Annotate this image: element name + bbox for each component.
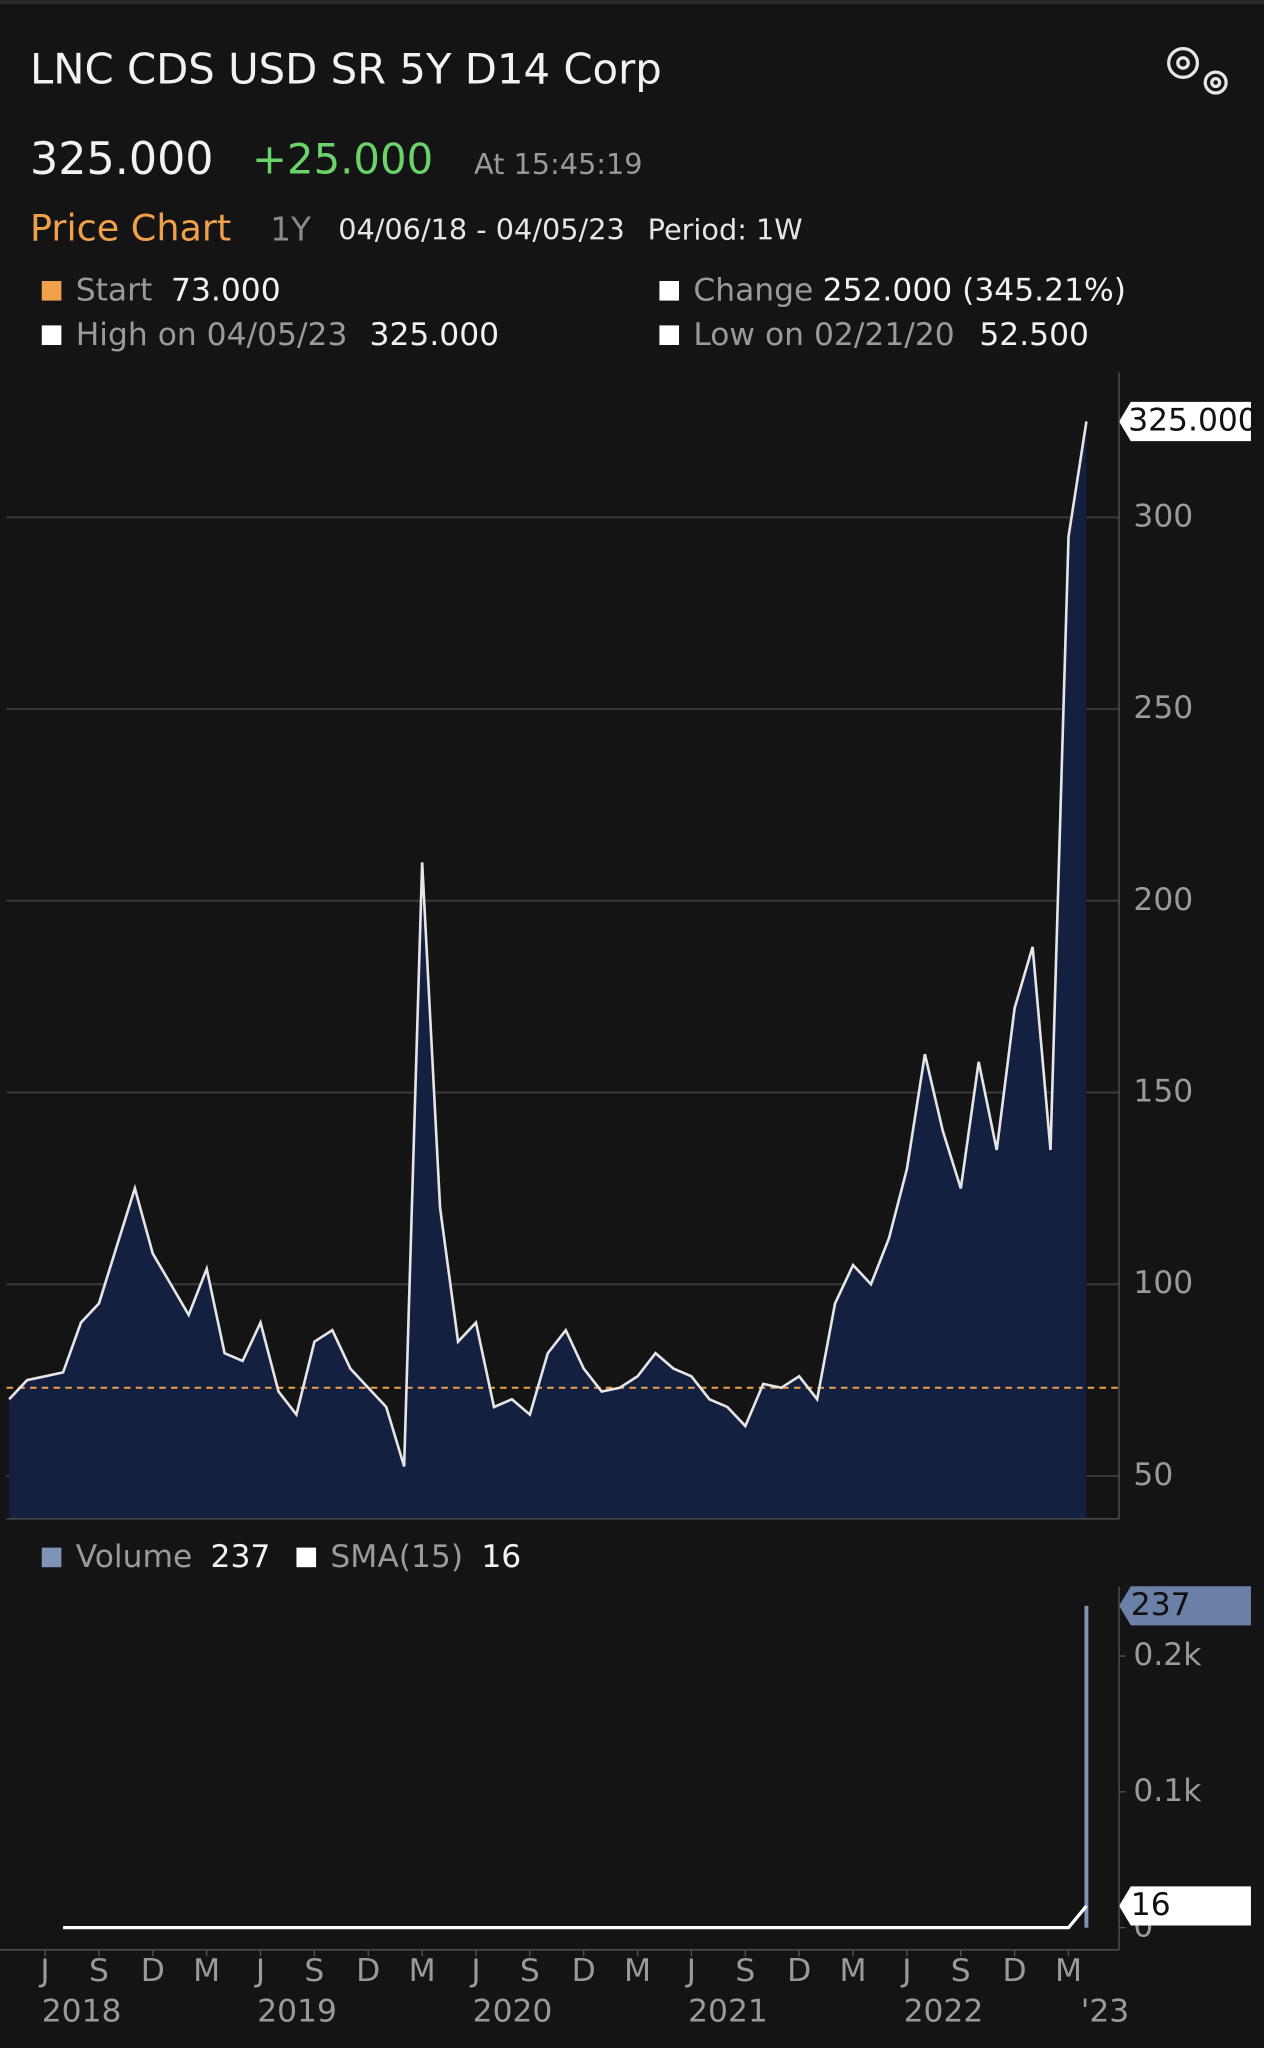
x-tick-label: D — [356, 1953, 380, 1989]
x-year-label: 2022 — [904, 1993, 984, 2029]
x-tick-label: M — [409, 1953, 436, 1989]
stat-value: 52.500 — [979, 317, 1089, 353]
x-tick-label: D — [572, 1953, 596, 1989]
period: Period: 1W — [648, 212, 803, 246]
price-area — [9, 421, 1087, 1519]
y-tick-label: 300 — [1133, 498, 1193, 534]
chart-label[interactable]: Price Chart — [30, 207, 231, 250]
x-year-label: 2019 — [257, 1993, 337, 2029]
stat-label: Low on 02/21/20 — [693, 317, 954, 353]
y-tick-label: 0.1k — [1133, 1773, 1202, 1809]
x-tick-label: M — [1055, 1953, 1082, 1989]
stat-label: Start — [76, 272, 153, 308]
x-tick-label: D — [787, 1953, 811, 1989]
x-year-label: 2021 — [688, 1993, 768, 2029]
x-tick-label: S — [735, 1953, 755, 1989]
price-line — [8, 421, 1088, 1467]
price-change: +25.000 — [252, 135, 433, 184]
x-tick-label: D — [141, 1953, 165, 1989]
x-tick-label: S — [520, 1953, 540, 1989]
last-value-label: 325.000 — [1128, 402, 1258, 438]
title: LNC CDS USD SR 5Y D14 Corp — [30, 45, 662, 94]
x-tick-label: S — [89, 1953, 109, 1989]
last-value-label: 237 — [1131, 1587, 1191, 1623]
top-border — [0, 0, 1264, 5]
x-tick-label: J — [685, 1953, 696, 1989]
x-year-label: '23 — [1081, 1993, 1129, 2029]
x-year-label: 2020 — [473, 1993, 553, 2029]
stat-swatch — [659, 281, 680, 301]
x-tick-label: J — [254, 1953, 265, 1989]
settings-icon[interactable] — [1167, 46, 1228, 95]
last-value-tag — [1119, 401, 1251, 442]
legend-value: 237 — [211, 1539, 271, 1575]
y-tick-label: 50 — [1133, 1457, 1173, 1493]
legend-value: 16 — [481, 1539, 521, 1575]
x-tick-label: J — [469, 1953, 480, 1989]
x-tick-label: M — [624, 1953, 651, 1989]
y-tick-label: 150 — [1133, 1074, 1193, 1110]
stat-value: 252.000 (345.21%) — [823, 272, 1126, 308]
y-tick-label: 0.2k — [1133, 1637, 1202, 1673]
time: At 15:45:19 — [474, 147, 643, 181]
y-tick-label: 200 — [1133, 882, 1193, 918]
range[interactable]: 1Y — [270, 210, 311, 248]
last-price: 325.000 — [30, 134, 214, 185]
stat-swatch — [41, 325, 62, 345]
stat-swatch — [659, 325, 680, 345]
legend-label: Volume — [76, 1539, 193, 1575]
x-tick-label: S — [304, 1953, 324, 1989]
last-value-label: 16 — [1131, 1887, 1171, 1923]
stat-swatch — [41, 281, 62, 301]
sma-line — [63, 1904, 1088, 1930]
y-tick-label: 100 — [1133, 1265, 1193, 1301]
stat-label: Change — [693, 272, 813, 308]
x-tick-label: M — [193, 1953, 220, 1989]
legend-swatch — [41, 1547, 62, 1568]
x-tick-label: D — [1003, 1953, 1027, 1989]
y-tick-label: 250 — [1133, 690, 1193, 726]
date-range: 04/06/18 - 04/05/23 — [338, 212, 625, 246]
stat-label: High on 04/05/23 — [76, 317, 348, 353]
legend-label: SMA(15) — [330, 1539, 463, 1575]
last-value-tag — [1119, 1886, 1251, 1926]
last-value-tag — [1119, 1586, 1251, 1626]
x-year-label: 2018 — [42, 1993, 122, 2029]
volume-bar — [1084, 1605, 1089, 1928]
x-tick-label: M — [839, 1953, 866, 1989]
x-tick-label: J — [900, 1953, 911, 1989]
stat-value: 73.000 — [171, 272, 281, 308]
x-tick-label: J — [38, 1953, 49, 1989]
x-tick-label: S — [951, 1953, 971, 1989]
stat-value: 325.000 — [370, 317, 500, 353]
legend-swatch — [296, 1547, 317, 1568]
